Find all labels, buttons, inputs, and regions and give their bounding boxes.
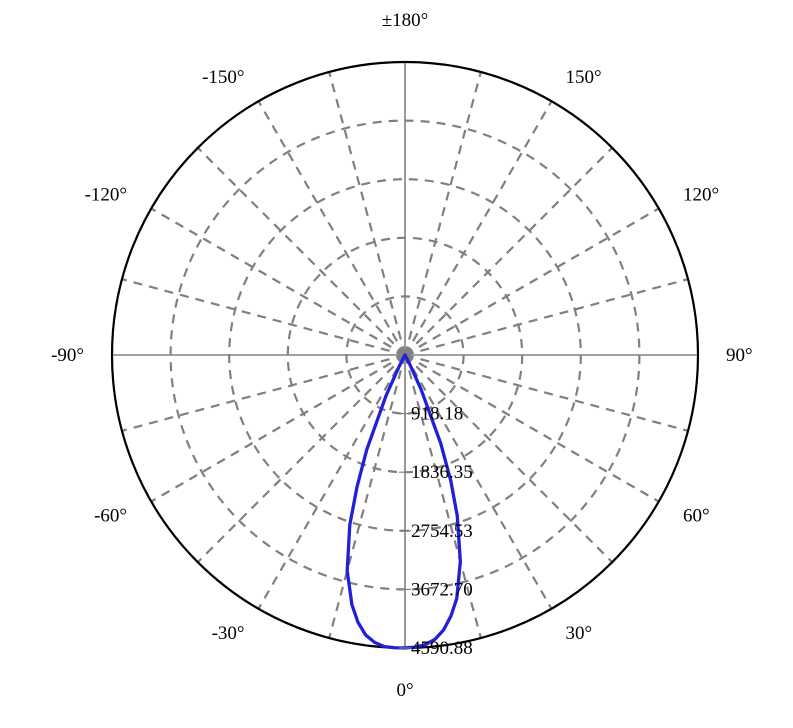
- angle-label: -30°: [212, 623, 245, 644]
- radial-label: 1836.35: [411, 462, 473, 483]
- angle-label: 60°: [683, 506, 710, 527]
- angle-label: 0°: [396, 680, 413, 701]
- angle-label: 90°: [726, 345, 753, 366]
- polar-chart: ±180° 150° 120° 90° 60° 30° 0° -30° -60° -90° -120…: [0, 0, 793, 728]
- radial-label: 4590.88: [411, 638, 473, 659]
- angle-label: ±180°: [382, 10, 429, 31]
- angle-label: -120°: [85, 185, 127, 206]
- angle-label: 150°: [566, 67, 602, 88]
- radial-label: 2754.53: [411, 521, 473, 542]
- angle-label: -90°: [51, 345, 84, 366]
- radial-label: 918.18: [411, 404, 463, 425]
- angle-label: -60°: [94, 506, 127, 527]
- angle-label: 120°: [683, 185, 719, 206]
- radial-label: 3672.70: [411, 579, 473, 600]
- angle-label: -150°: [202, 67, 244, 88]
- angle-label: 30°: [566, 623, 593, 644]
